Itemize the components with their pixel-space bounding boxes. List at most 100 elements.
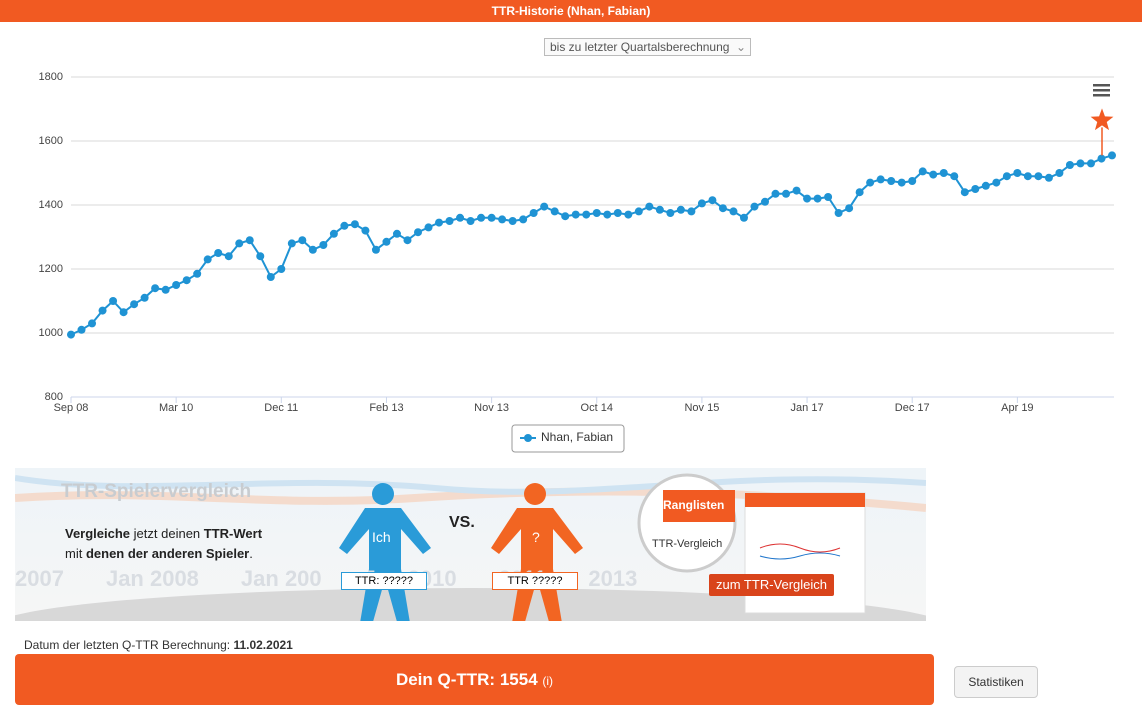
chart: 800 1000 1200 1400 1600 1800 Sep 08 Mar 10 Dec 1… bbox=[39, 71, 1116, 453]
vs-label: VS. bbox=[449, 514, 475, 531]
point bbox=[77, 325, 86, 334]
point bbox=[361, 226, 370, 235]
point bbox=[298, 236, 307, 245]
point bbox=[256, 252, 265, 261]
point bbox=[792, 186, 801, 195]
y-tick-label: 1600 bbox=[39, 135, 63, 147]
point bbox=[613, 209, 622, 217]
qttr-label: Dein Q-TTR: bbox=[395, 670, 496, 689]
x-tick-label: Oct 14 bbox=[581, 402, 613, 414]
point bbox=[519, 215, 528, 224]
point bbox=[1086, 159, 1095, 168]
bg-year: Jan 2008 bbox=[105, 566, 199, 591]
point bbox=[403, 236, 412, 245]
info-link[interactable]: (i) bbox=[542, 674, 554, 688]
point bbox=[718, 204, 727, 213]
text: mit bbox=[65, 546, 86, 561]
point bbox=[130, 300, 139, 309]
point bbox=[193, 269, 202, 278]
y-tick-label: 1200 bbox=[39, 263, 63, 275]
banner-title: TTR-Spielervergleich bbox=[61, 481, 252, 502]
point bbox=[571, 210, 580, 219]
point bbox=[329, 229, 338, 238]
text: jetzt deinen bbox=[130, 526, 204, 541]
stats-button[interactable]: Statistiken bbox=[954, 666, 1038, 698]
series-line bbox=[70, 154, 1113, 336]
point bbox=[140, 293, 149, 302]
bg-year: 2013 bbox=[588, 566, 638, 591]
x-tick-label: Apr 19 bbox=[1001, 402, 1033, 414]
banner-text: Vergleiche jetzt deinen TTR-Wert mit dene… bbox=[65, 524, 262, 564]
title-bar: TTR-Historie (Nhan, Fabian) bbox=[0, 0, 1142, 22]
point bbox=[435, 218, 444, 227]
range-dropdown[interactable]: bis zu letzter Quartalsberechnung ⌄ bbox=[544, 38, 751, 56]
point bbox=[1044, 173, 1053, 182]
point bbox=[824, 193, 833, 201]
point bbox=[582, 210, 591, 219]
y-tick-label: 1400 bbox=[39, 199, 63, 211]
point bbox=[508, 217, 517, 225]
point bbox=[592, 209, 601, 217]
legend-dot bbox=[524, 434, 532, 442]
x-tick-label: Mar 10 bbox=[159, 402, 193, 414]
compare-button[interactable]: zum TTR-Vergleich bbox=[709, 574, 835, 596]
point bbox=[561, 212, 570, 221]
text-bold: denen der anderen Spieler bbox=[85, 546, 250, 561]
me-ttr: TTR: ????? bbox=[341, 572, 427, 590]
point bbox=[624, 210, 633, 219]
point bbox=[887, 177, 896, 185]
bg-year: 2007 bbox=[15, 566, 64, 591]
legend-box bbox=[511, 424, 625, 453]
point bbox=[88, 319, 97, 328]
point bbox=[687, 207, 696, 216]
qttr-value: 1554 bbox=[499, 670, 538, 689]
menu-icon[interactable] bbox=[1093, 84, 1110, 97]
point bbox=[382, 237, 391, 246]
point bbox=[350, 220, 359, 229]
qttr-box: Dein Q-TTR: 1554 (i) bbox=[15, 654, 934, 705]
point bbox=[834, 209, 843, 217]
point bbox=[224, 252, 233, 261]
point bbox=[119, 308, 128, 317]
legend-label: Nhan, Fabian bbox=[541, 430, 613, 444]
dropdown-label: bis zu letzter Quartalsberechnung bbox=[550, 40, 730, 54]
point bbox=[697, 199, 706, 208]
point bbox=[750, 202, 759, 211]
point bbox=[287, 239, 296, 248]
point bbox=[1108, 151, 1116, 160]
point bbox=[161, 285, 170, 294]
point bbox=[676, 205, 685, 214]
point bbox=[98, 306, 107, 315]
point bbox=[466, 217, 475, 225]
point bbox=[277, 265, 286, 273]
point bbox=[1065, 161, 1074, 169]
dropdown-arrow: ⌄ bbox=[735, 40, 746, 54]
banner-art bbox=[15, 473, 926, 621]
text-bold: TTR-Wert bbox=[203, 526, 263, 541]
point bbox=[67, 330, 75, 339]
date-line: Datum der letzten Q-TTR Berechnung: 11.0… bbox=[24, 638, 293, 652]
point bbox=[655, 205, 664, 214]
point bbox=[813, 194, 822, 203]
point bbox=[1002, 172, 1011, 181]
point bbox=[929, 170, 938, 179]
point bbox=[182, 276, 191, 285]
point bbox=[603, 210, 612, 219]
point bbox=[708, 196, 717, 205]
point bbox=[498, 215, 507, 224]
point bbox=[634, 207, 643, 216]
point bbox=[235, 239, 244, 248]
date-value: 11.02.2021 bbox=[233, 638, 293, 652]
point bbox=[739, 213, 748, 222]
point bbox=[245, 236, 254, 245]
other-label: ? bbox=[532, 529, 540, 545]
y-tick-label: 1800 bbox=[39, 71, 63, 83]
point bbox=[950, 172, 959, 181]
point bbox=[550, 207, 559, 216]
x-tick-label: Dec 17 bbox=[895, 402, 930, 414]
point bbox=[803, 194, 812, 203]
point bbox=[1097, 154, 1106, 163]
point bbox=[960, 188, 969, 197]
